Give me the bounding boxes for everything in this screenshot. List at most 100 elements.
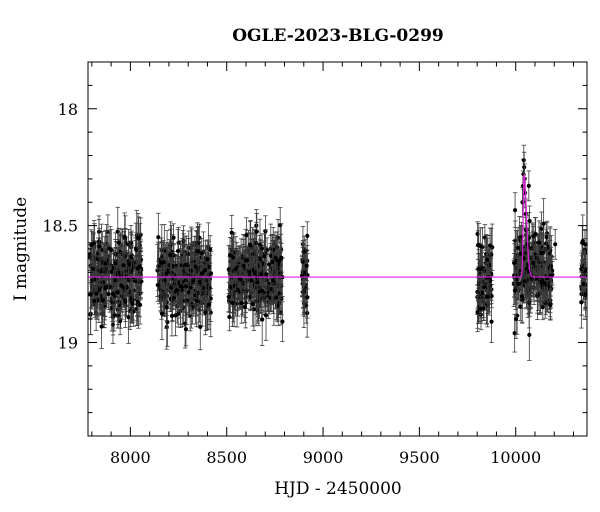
data-point xyxy=(194,298,199,304)
data-point xyxy=(301,249,306,254)
data-point xyxy=(489,319,494,324)
data-point xyxy=(231,255,236,260)
data-point xyxy=(544,241,549,246)
data-point xyxy=(279,255,284,260)
data-point xyxy=(162,293,167,299)
data-point xyxy=(176,280,181,285)
data-point xyxy=(156,235,161,240)
data-point xyxy=(263,313,269,318)
data-point xyxy=(118,319,123,324)
data-point xyxy=(518,304,523,309)
data-point xyxy=(196,240,201,246)
data-point xyxy=(478,306,483,312)
data-point xyxy=(524,279,529,284)
data-point xyxy=(183,262,188,268)
data-point xyxy=(527,332,532,337)
data-point xyxy=(268,253,273,258)
data-point xyxy=(479,266,485,272)
data-point xyxy=(169,285,174,290)
data-point xyxy=(241,263,246,268)
data-point xyxy=(529,276,534,281)
data-point xyxy=(512,288,518,293)
plot-area xyxy=(87,144,588,361)
data-point xyxy=(254,241,259,246)
data-point xyxy=(250,267,255,272)
data-point xyxy=(94,291,99,296)
data-point xyxy=(135,266,140,271)
data-point xyxy=(516,281,521,287)
data-point xyxy=(126,315,131,320)
data-point xyxy=(270,278,276,283)
data-point xyxy=(97,244,102,249)
data-point xyxy=(103,285,108,291)
data-point xyxy=(280,319,285,324)
data-point xyxy=(543,300,548,305)
data-point xyxy=(162,248,167,253)
data-point xyxy=(229,285,234,290)
data-point xyxy=(181,239,186,244)
data-point xyxy=(130,301,135,306)
data-point xyxy=(482,285,487,290)
data-point xyxy=(159,260,164,265)
data-point xyxy=(99,324,104,329)
data-point xyxy=(233,266,238,272)
data-point xyxy=(184,298,189,303)
data-point xyxy=(203,310,208,315)
data-point xyxy=(487,243,493,248)
data-point xyxy=(188,268,194,273)
data-point xyxy=(135,299,140,305)
data-point xyxy=(155,282,160,288)
data-point xyxy=(269,286,274,292)
data-point xyxy=(206,302,212,307)
data-point xyxy=(271,247,276,252)
data-point xyxy=(133,279,138,284)
data-point xyxy=(250,301,255,306)
data-point xyxy=(239,301,244,306)
data-point xyxy=(188,285,193,290)
data-point xyxy=(248,294,253,300)
data-point xyxy=(174,287,179,293)
data-point xyxy=(100,280,106,285)
data-point xyxy=(478,244,483,249)
data-point xyxy=(254,229,259,234)
data-point xyxy=(138,280,143,285)
data-point xyxy=(229,230,234,235)
data-point xyxy=(137,302,143,307)
data-point xyxy=(475,309,480,315)
data-point xyxy=(305,295,310,300)
data-point xyxy=(95,298,100,303)
data-point xyxy=(534,275,540,281)
data-point xyxy=(513,317,519,322)
data-point xyxy=(169,313,175,319)
data-point xyxy=(183,327,189,332)
data-point xyxy=(122,234,127,240)
data-point xyxy=(203,268,208,273)
data-point xyxy=(257,264,262,269)
data-point xyxy=(115,290,120,295)
data-point xyxy=(193,264,199,270)
data-point xyxy=(191,279,196,284)
data-point xyxy=(207,286,212,291)
data-point xyxy=(260,317,265,322)
data-point xyxy=(113,261,118,266)
data-point xyxy=(175,311,181,317)
data-point xyxy=(512,208,518,213)
data-point xyxy=(243,300,248,305)
data-point xyxy=(487,263,492,268)
data-point xyxy=(227,252,233,258)
data-point xyxy=(275,258,280,263)
data-point xyxy=(270,259,275,265)
data-point xyxy=(128,254,134,259)
data-point xyxy=(538,250,543,256)
data-point xyxy=(232,283,237,288)
data-point xyxy=(242,304,247,310)
data-point xyxy=(97,257,102,262)
data-point xyxy=(119,283,124,288)
data-point xyxy=(126,277,131,283)
data-point xyxy=(262,254,267,259)
data-point xyxy=(91,241,97,246)
data-point xyxy=(179,288,184,293)
data-point xyxy=(485,294,490,299)
data-point xyxy=(134,247,139,252)
